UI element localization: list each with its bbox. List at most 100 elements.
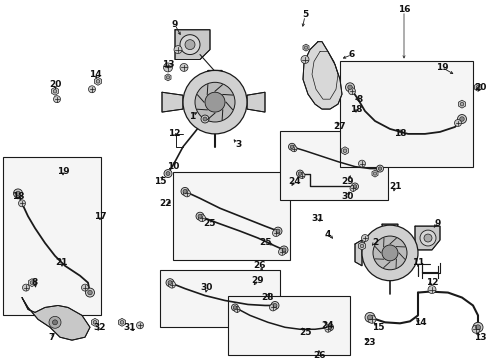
Text: 13: 13 — [162, 60, 174, 69]
Circle shape — [93, 320, 97, 324]
Circle shape — [16, 191, 20, 195]
Circle shape — [472, 322, 482, 332]
Bar — [173, 172, 289, 260]
Polygon shape — [91, 318, 98, 326]
Text: 18: 18 — [393, 129, 406, 138]
Text: 30: 30 — [201, 283, 213, 292]
Circle shape — [475, 85, 479, 89]
Polygon shape — [414, 226, 439, 250]
Circle shape — [233, 306, 236, 309]
Polygon shape — [341, 147, 348, 155]
Circle shape — [269, 304, 276, 311]
Bar — [227, 296, 349, 355]
Polygon shape — [162, 92, 183, 112]
Circle shape — [203, 117, 206, 121]
Text: 32: 32 — [94, 323, 106, 332]
Circle shape — [453, 120, 461, 126]
Circle shape — [22, 284, 29, 291]
Text: 9: 9 — [434, 219, 440, 228]
Text: 21: 21 — [388, 182, 401, 191]
Text: 20: 20 — [473, 83, 485, 92]
Circle shape — [352, 185, 356, 188]
Circle shape — [183, 190, 190, 197]
Circle shape — [367, 315, 375, 323]
Circle shape — [360, 244, 363, 248]
Circle shape — [361, 225, 417, 281]
Circle shape — [345, 83, 354, 92]
Text: 2: 2 — [371, 238, 377, 247]
Circle shape — [234, 306, 240, 312]
Text: 10: 10 — [166, 162, 179, 171]
Circle shape — [183, 189, 186, 193]
Circle shape — [272, 230, 279, 237]
Circle shape — [351, 183, 358, 190]
Text: 21: 21 — [56, 258, 68, 267]
Circle shape — [53, 89, 57, 93]
Text: 24: 24 — [288, 177, 301, 186]
Circle shape — [198, 215, 205, 222]
Polygon shape — [303, 44, 308, 51]
Text: 20: 20 — [49, 80, 61, 89]
Circle shape — [273, 227, 282, 235]
Text: 9: 9 — [171, 20, 178, 29]
Circle shape — [88, 86, 95, 93]
Bar — [160, 270, 280, 327]
Circle shape — [53, 96, 61, 103]
Circle shape — [136, 322, 143, 329]
Circle shape — [282, 248, 285, 252]
Circle shape — [168, 281, 172, 285]
Polygon shape — [51, 87, 59, 95]
Polygon shape — [175, 30, 209, 59]
Circle shape — [280, 246, 287, 254]
Circle shape — [376, 165, 383, 172]
Polygon shape — [246, 92, 264, 112]
Text: 25: 25 — [258, 238, 271, 247]
Text: 14: 14 — [413, 318, 426, 327]
Text: 19: 19 — [435, 63, 447, 72]
Circle shape — [180, 35, 200, 55]
Circle shape — [204, 92, 224, 112]
Text: 15: 15 — [371, 323, 384, 332]
Text: 26: 26 — [253, 261, 265, 270]
Text: 12: 12 — [167, 129, 180, 138]
Text: 8: 8 — [32, 278, 38, 287]
Circle shape — [49, 316, 61, 328]
Text: 25: 25 — [203, 219, 216, 228]
Circle shape — [30, 281, 34, 284]
Circle shape — [165, 172, 170, 176]
Circle shape — [361, 235, 368, 242]
Polygon shape — [22, 297, 90, 340]
Circle shape — [474, 325, 480, 330]
Text: 28: 28 — [261, 293, 274, 302]
Circle shape — [364, 312, 374, 322]
Circle shape — [298, 172, 305, 179]
Circle shape — [358, 160, 365, 167]
Circle shape — [275, 229, 280, 233]
Circle shape — [165, 279, 174, 287]
Circle shape — [373, 172, 376, 175]
Text: 18: 18 — [12, 192, 24, 201]
Polygon shape — [28, 279, 36, 287]
Text: 5: 5 — [301, 10, 307, 19]
Text: 6: 6 — [348, 50, 354, 59]
Text: 8: 8 — [356, 95, 363, 104]
Text: 17: 17 — [94, 212, 106, 221]
Circle shape — [201, 115, 208, 123]
Text: 4: 4 — [324, 230, 330, 239]
Text: 23: 23 — [363, 338, 375, 347]
Text: 31: 31 — [311, 214, 324, 223]
Circle shape — [427, 285, 435, 293]
Text: 12: 12 — [425, 278, 437, 287]
Circle shape — [168, 281, 175, 288]
Circle shape — [19, 200, 25, 207]
Circle shape — [457, 114, 466, 123]
Text: 30: 30 — [341, 192, 353, 201]
Polygon shape — [371, 170, 377, 177]
Circle shape — [381, 245, 397, 261]
Text: 22: 22 — [159, 199, 171, 208]
Circle shape — [163, 63, 172, 72]
Circle shape — [81, 284, 88, 291]
Circle shape — [325, 326, 330, 332]
Text: 31: 31 — [123, 323, 136, 332]
Circle shape — [298, 172, 301, 175]
